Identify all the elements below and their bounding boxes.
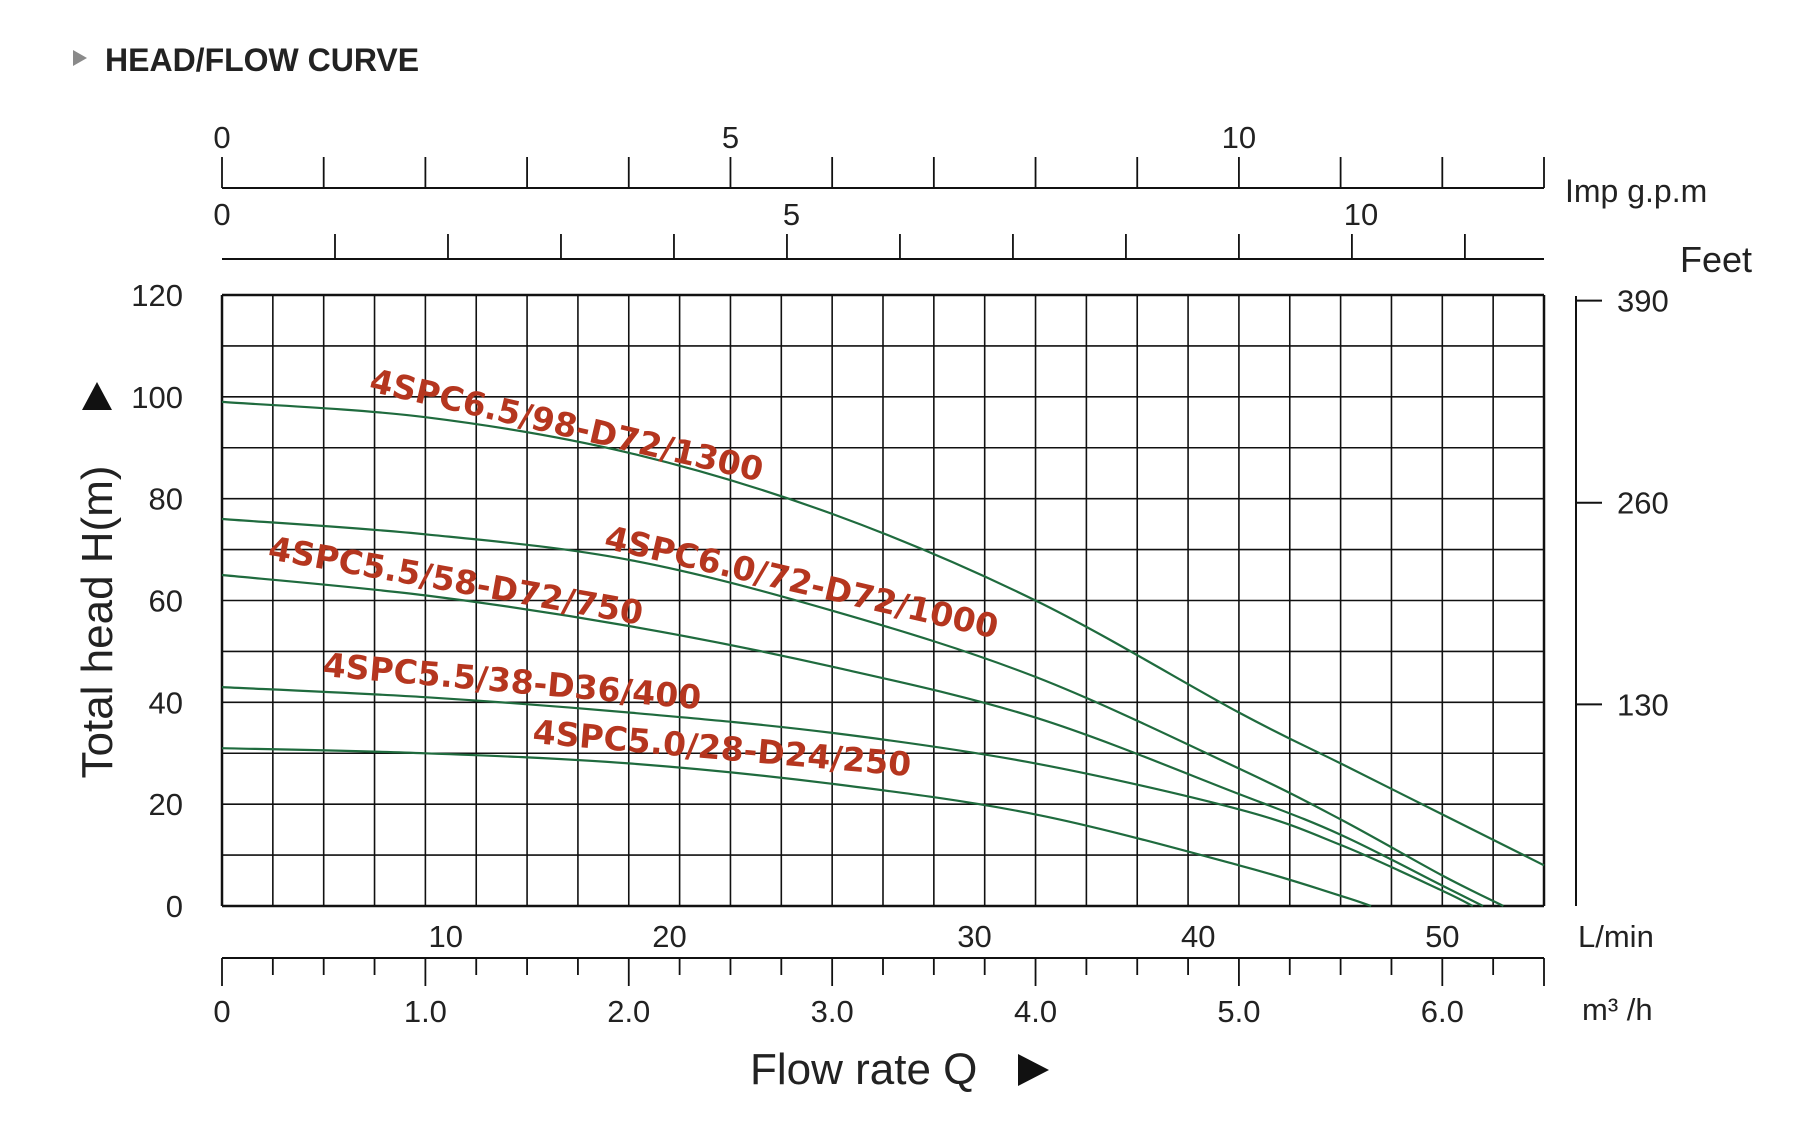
lpm-tick-label: 40 [1181, 919, 1215, 954]
right-axis-tick-label: 260 [1617, 486, 1669, 521]
imp-gpm-tick-label: 10 [1222, 120, 1256, 155]
x-tick-label: 0 [213, 994, 230, 1029]
right-axis-tick-label: 130 [1617, 687, 1669, 722]
y-tick-label: 80 [149, 482, 183, 517]
series-curves [221, 400, 1545, 908]
lpm-tick-label: 30 [957, 919, 991, 954]
lpm-tick-label: 20 [652, 919, 686, 954]
x-axis-title: Flow rate Q [750, 1045, 977, 1094]
lpm-tick-label: 10 [428, 919, 462, 954]
y-tick-label: 40 [149, 685, 183, 720]
right-axis-tick-label: 390 [1617, 284, 1669, 319]
x-tick-label: 6.0 [1421, 994, 1464, 1029]
imp-gpm-tick-label: 0 [213, 120, 230, 155]
y-axis-arrow-icon [82, 382, 112, 410]
x-axis-arrow-icon [1018, 1054, 1049, 1086]
y-tick-label: 0 [166, 889, 183, 924]
x-tick-label: 1.0 [404, 994, 447, 1029]
y-axis: 0 20 40 60 80 100 120 [131, 278, 183, 924]
bottom-axes: 10 20 30 40 50 L/min 0 1.0 2.0 3.0 4.0 5.0 6.0 m³ /h [213, 919, 1653, 1029]
feet-unit-label: Feet [1680, 239, 1752, 280]
series-line [221, 517, 1504, 907]
y-tick-label: 60 [149, 584, 183, 619]
chart-title: HEAD/FLOW CURVE [105, 42, 419, 78]
x-unit-label: m³ /h [1582, 992, 1653, 1027]
series-labels: 4SPC6.5/98-D72/13004SPC6.0/72-D72/10004S… [266, 361, 1003, 784]
feet-tick-label: 10 [1344, 197, 1378, 232]
series-label: 4SPC5.0/28-D24/250 [531, 712, 912, 784]
series-label: 4SPC6.0/72-D72/1000 [601, 518, 1002, 647]
lpm-unit-label: L/min [1578, 919, 1654, 954]
series-line [221, 400, 1545, 867]
plot-grid [220, 293, 1546, 908]
series-line [221, 686, 1474, 907]
series-label: 4SPC5.5/38-D36/400 [321, 645, 702, 717]
x-tick-label: 4.0 [1014, 994, 1057, 1029]
right-axis-feet: 390 260 130 [1575, 284, 1669, 906]
top-axes: 0 5 10 Imp g.p.m 0 5 10 Feet [213, 120, 1752, 280]
x-tick-label: 2.0 [607, 994, 650, 1029]
imp-gpm-unit-label: Imp g.p.m [1565, 173, 1707, 209]
feet-tick-label: 0 [213, 197, 230, 232]
series-label: 4SPC6.5/98-D72/1300 [366, 361, 767, 490]
y-axis-title: Total head H(m) [73, 465, 122, 778]
y-tick-label: 100 [131, 380, 183, 415]
y-tick-label: 120 [131, 278, 183, 313]
series-line [221, 747, 1372, 908]
title-arrow-icon [73, 50, 87, 66]
lpm-tick-label: 50 [1425, 919, 1459, 954]
series-line [221, 573, 1484, 907]
x-tick-label: 3.0 [811, 994, 854, 1029]
feet-tick-label: 5 [783, 197, 800, 232]
title-group: HEAD/FLOW CURVE [73, 42, 419, 78]
series-label: 4SPC5.5/58-D72/750 [266, 528, 647, 632]
y-tick-label: 20 [149, 787, 183, 822]
imp-gpm-tick-label: 5 [722, 120, 739, 155]
x-tick-label: 5.0 [1217, 994, 1260, 1029]
